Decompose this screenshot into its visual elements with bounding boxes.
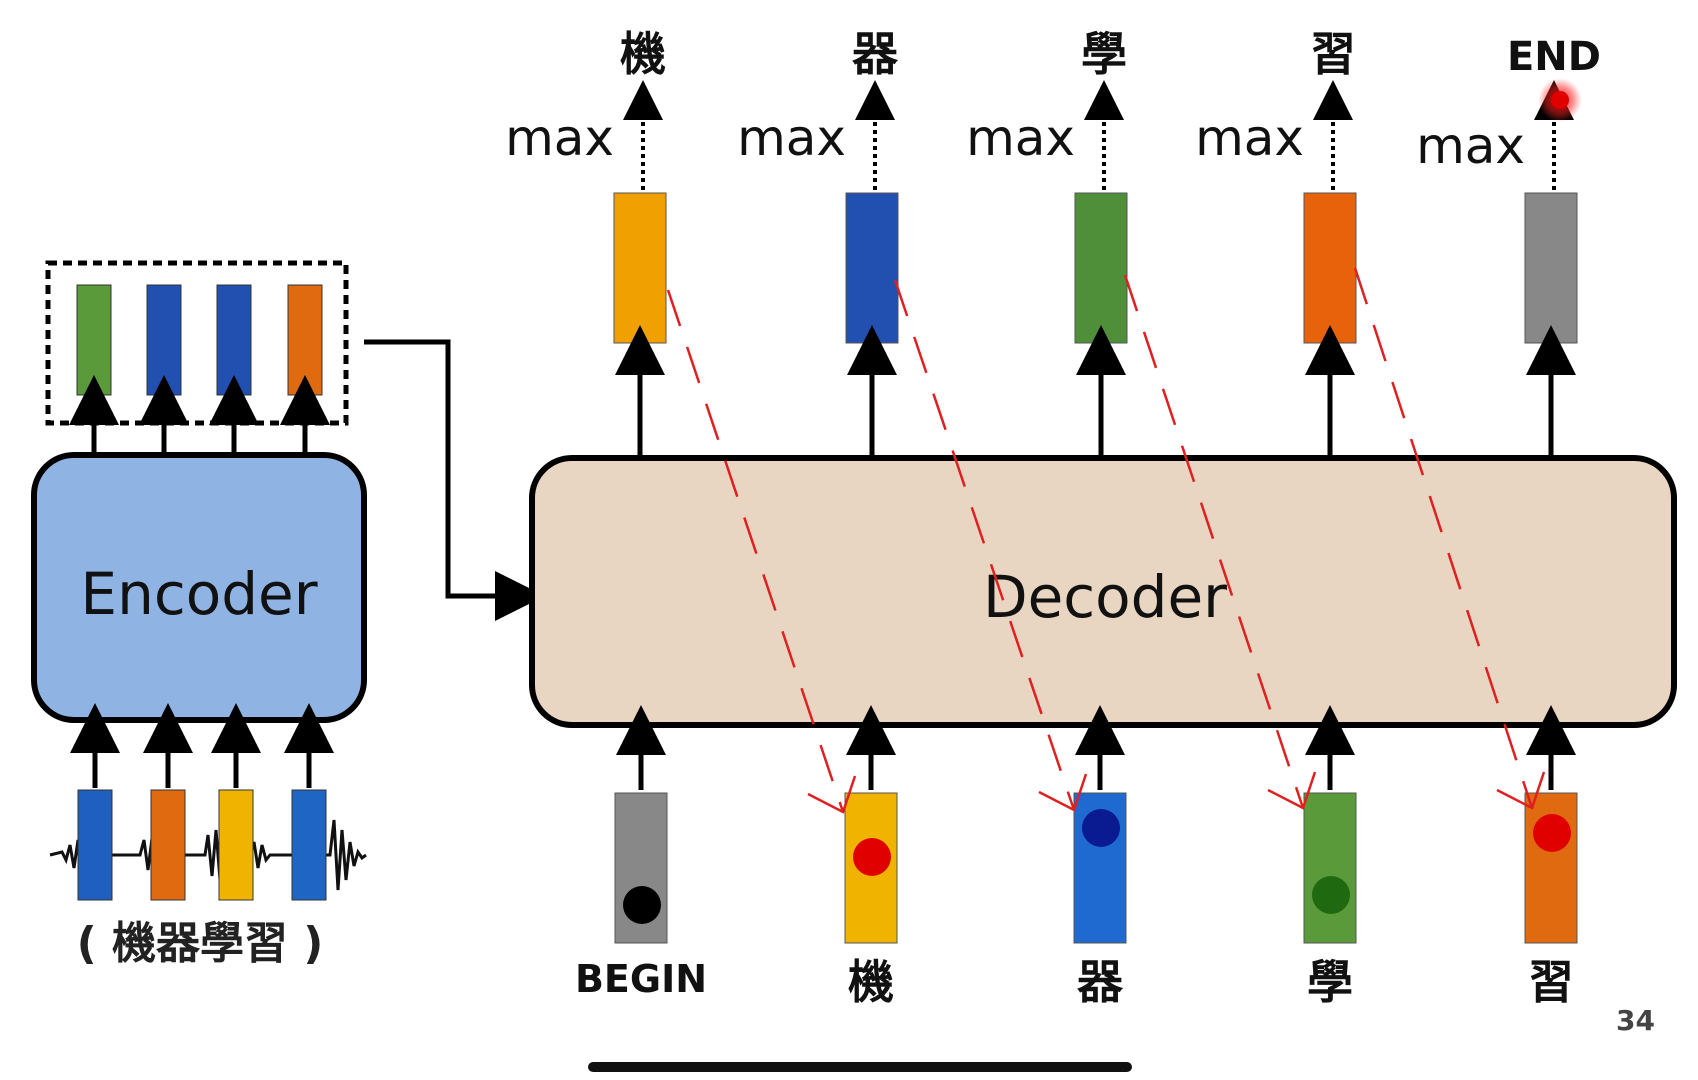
max-label: max <box>966 109 1075 167</box>
encoder-output-dashed-frame <box>45 260 349 426</box>
decoder-input-token: 習 <box>1528 955 1574 1009</box>
encoder-block <box>31 452 367 723</box>
decoder-output-token: 器 <box>852 27 899 81</box>
decoder-output-vector <box>1303 192 1357 344</box>
max-label: max <box>737 109 846 167</box>
max-label: max <box>505 109 614 167</box>
encoder-output-arrows <box>69 375 330 455</box>
token-dot <box>853 838 891 876</box>
encoder-to-decoder-connector <box>364 339 545 621</box>
decoder-input-token: 學 <box>1307 955 1353 1009</box>
encoder-input-vector <box>291 789 327 901</box>
decoder-output-vector <box>1074 192 1128 344</box>
page-number: 34 <box>1616 1004 1655 1037</box>
encoder-output-vector <box>287 284 323 396</box>
encoder-input-vector <box>218 789 254 901</box>
encoder-input-arrows <box>70 703 334 788</box>
red-annotation-arrows <box>666 267 1546 814</box>
decoder-inputs: BEGIN 機 器 學 習 <box>575 705 1578 1009</box>
annotation-dashed-arrow <box>1353 267 1534 809</box>
annotation-arrowhead <box>807 775 857 814</box>
annotation-dashed-arrow <box>666 289 845 813</box>
decoder-output-vector <box>613 192 667 344</box>
home-indicator-bar[interactable] <box>588 1062 1132 1072</box>
decoder-input-token: BEGIN <box>575 957 707 1001</box>
decoder-output-token: 機 <box>620 27 666 81</box>
decoder-label: Decoder <box>983 563 1227 631</box>
encoder-inputs <box>77 789 327 901</box>
encoder-output-vector <box>216 284 252 396</box>
decoder-output-token: END <box>1507 34 1601 80</box>
decoder-output-vector <box>845 192 899 344</box>
decoder-output-token: 習 <box>1310 27 1356 81</box>
encoder-outputs <box>76 284 323 396</box>
encoder-label: Encoder <box>80 560 317 628</box>
encoder-output-vector <box>76 284 112 396</box>
annotation-arrowhead <box>1038 773 1088 812</box>
encoder-input-caption: ( 機器學習 ) <box>77 918 324 969</box>
decoder-output-token: 學 <box>1081 27 1127 81</box>
encoder-input-vector <box>150 789 186 901</box>
token-dot <box>1312 876 1350 914</box>
encoder-input-vector <box>77 789 113 901</box>
token-dot <box>623 886 661 924</box>
decoder-input-token: 機 <box>848 955 894 1009</box>
decoder-input-vector <box>1303 792 1357 944</box>
end-dot <box>1551 91 1569 109</box>
max-label: max <box>1416 117 1525 175</box>
token-dot <box>1533 814 1571 852</box>
encoder-output-vector <box>146 284 182 396</box>
annotation-dashed-arrow <box>893 279 1076 811</box>
annotation-dashed-arrow <box>1123 274 1305 809</box>
decoder-input-vector <box>1073 792 1127 944</box>
decoder-output-vector <box>1524 192 1578 344</box>
annotation-arrowhead <box>1267 771 1317 810</box>
max-label: max <box>1195 109 1304 167</box>
token-dot <box>1082 809 1120 847</box>
decoder-input-token: 器 <box>1077 955 1124 1009</box>
annotation-arrowhead <box>1496 771 1546 810</box>
